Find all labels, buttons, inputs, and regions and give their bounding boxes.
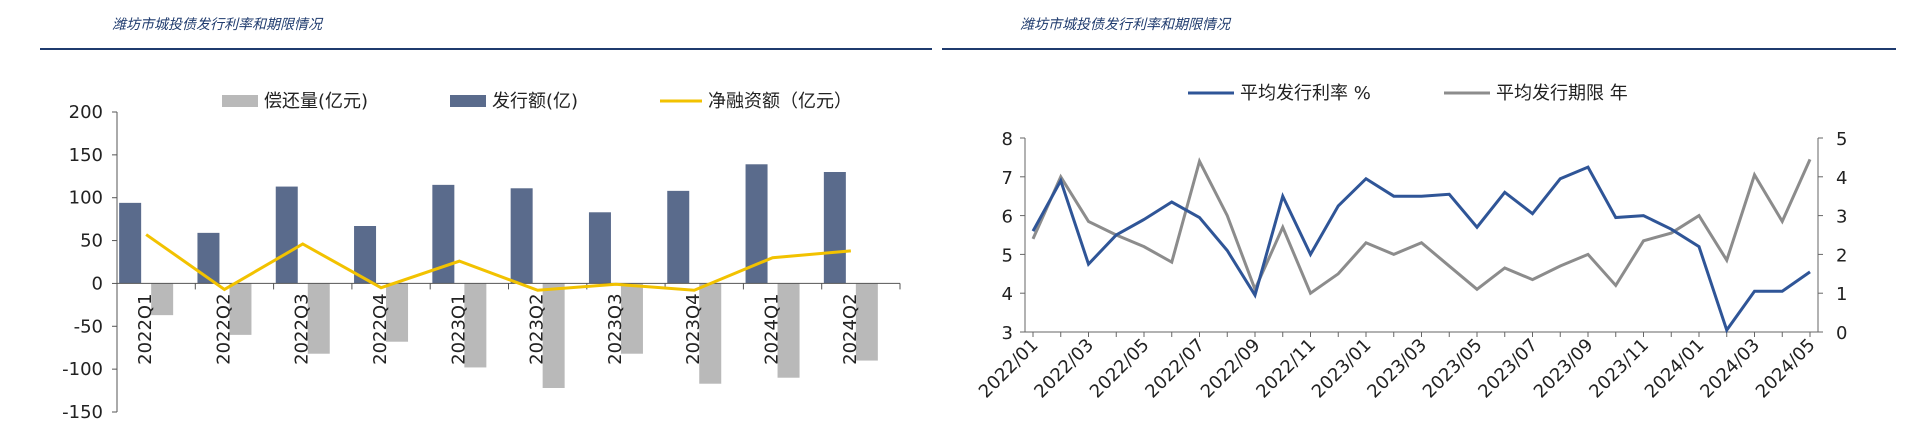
issue-bar xyxy=(510,188,533,284)
repay-bar xyxy=(699,283,722,384)
right-right-y-tick-label: 1 xyxy=(1836,284,1847,305)
issue-bar xyxy=(354,226,377,284)
right-x-tick-label: 2023/11 xyxy=(1585,335,1653,403)
legend-issue-swatch xyxy=(450,95,486,107)
net-financing-line xyxy=(145,233,851,292)
repay-bar xyxy=(229,283,252,335)
repay-bar xyxy=(307,283,330,354)
repay-bar xyxy=(542,283,565,388)
issue-bar xyxy=(432,184,455,284)
left-x-tick-label: 2022Q3 xyxy=(292,293,313,364)
issue-bar xyxy=(745,164,768,284)
issue-bar xyxy=(275,186,298,284)
right-x-tick-label: 2022/05 xyxy=(1086,335,1154,403)
legend-repay-label: 偿还量(亿元) xyxy=(264,91,368,112)
repay-bar xyxy=(386,283,409,342)
right-x-tick-label: 2023/09 xyxy=(1530,335,1598,403)
left-y-tick-label: 200 xyxy=(69,102,103,123)
left-y-tick-label: -50 xyxy=(74,316,103,337)
legend-issue-label: 发行额(亿) xyxy=(492,91,578,112)
left-chart-title: 潍坊市城投债发行利率和期限情况 xyxy=(112,17,322,33)
left-y-tick-label: 50 xyxy=(80,231,103,252)
left-y-tick-label: -100 xyxy=(62,359,103,380)
repay-bar xyxy=(151,283,174,316)
right-x-tick-label: 2022/09 xyxy=(1197,335,1265,403)
right-x-tick-label: 2022/07 xyxy=(1141,335,1209,403)
right-left-y-tick-label: 4 xyxy=(1002,284,1013,305)
right-right-y-tick-label: 3 xyxy=(1836,207,1847,228)
left-y-tick-label: 100 xyxy=(69,188,103,209)
right-x-tick-label: 2022/03 xyxy=(1030,335,1098,403)
right-left-y-tick-label: 7 xyxy=(1002,168,1013,189)
right-x-tick-label: 2023/07 xyxy=(1474,335,1542,403)
repay-bar xyxy=(855,283,878,361)
left-x-tick-label: 2023Q1 xyxy=(448,293,469,364)
issue-bar xyxy=(823,172,846,284)
right-left-y-tick-label: 6 xyxy=(1002,207,1013,228)
right-title-rule xyxy=(942,48,1896,50)
right-x-tick-label: 2023/01 xyxy=(1308,335,1376,403)
left-x-tick-label: 2023Q2 xyxy=(527,293,548,364)
repay-bar xyxy=(620,283,643,354)
avg-rate-line xyxy=(1031,165,1811,334)
left-x-tick-label: 2022Q2 xyxy=(213,293,234,364)
right-right-y-tick-label: 2 xyxy=(1836,245,1847,266)
right-x-tick-label: 2022/11 xyxy=(1252,335,1320,403)
left-x-tick-label: 2024Q2 xyxy=(840,293,861,364)
left-x-tick-label: 2024Q1 xyxy=(762,293,783,364)
left-x-tick-label: 2022Q1 xyxy=(135,293,156,364)
left-x-tick-label: 2023Q3 xyxy=(605,293,626,364)
legend-repay-swatch xyxy=(222,95,258,107)
right-x-tick-label: 2024/05 xyxy=(1752,335,1820,403)
right-right-y-tick-label: 0 xyxy=(1836,323,1847,344)
left-y-tick-label: 0 xyxy=(92,273,103,294)
right-right-y-tick-label: 4 xyxy=(1836,168,1847,189)
left-x-tick-label: 2023Q4 xyxy=(683,293,704,364)
left-y-tick-label: -150 xyxy=(62,402,103,423)
right-x-tick-label: 2023/03 xyxy=(1363,335,1431,403)
right-x-tick-label: 2022/01 xyxy=(975,335,1043,403)
legend-rate-label: 平均发行利率 % xyxy=(1240,83,1371,104)
right-x-tick-label: 2024/03 xyxy=(1696,335,1764,403)
issue-bar xyxy=(667,190,690,284)
left-y-tick-label: 150 xyxy=(69,145,103,166)
right-chart-title: 潍坊市城投债发行利率和期限情况 xyxy=(1020,17,1230,33)
legend-net-label: 净融资额（亿元） xyxy=(708,91,852,112)
left-title-rule xyxy=(40,48,932,50)
issue-bar xyxy=(197,232,220,284)
right-left-y-tick-label: 5 xyxy=(1002,245,1013,266)
repay-bar xyxy=(464,283,487,368)
right-right-y-tick-label: 5 xyxy=(1836,129,1847,150)
issue-bar xyxy=(119,202,142,284)
right-x-tick-label: 2023/05 xyxy=(1419,335,1487,403)
left-x-tick-label: 2022Q4 xyxy=(370,293,391,364)
right-left-y-tick-label: 3 xyxy=(1002,323,1013,344)
repay-bar xyxy=(777,283,800,378)
right-left-y-tick-label: 8 xyxy=(1002,129,1013,150)
legend-term-label: 平均发行期限 年 xyxy=(1496,83,1628,104)
issue-bar xyxy=(588,212,611,284)
right-x-tick-label: 2024/01 xyxy=(1641,335,1709,403)
avg-term-line xyxy=(1031,157,1812,296)
